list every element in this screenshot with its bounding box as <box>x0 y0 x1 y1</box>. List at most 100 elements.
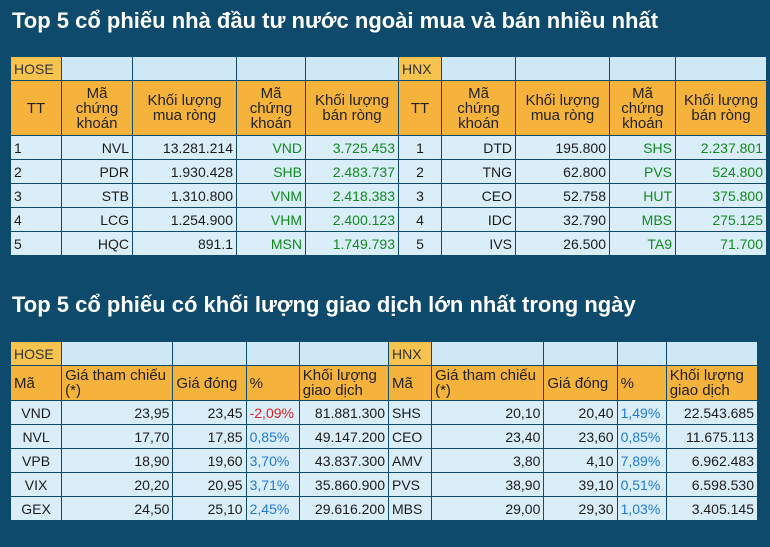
ref-price-cell: 23,40 <box>432 425 544 448</box>
ref-price-cell: 23,95 <box>62 401 173 424</box>
sell-code-cell: VND <box>237 136 305 159</box>
close-price-cell: 20,40 <box>544 401 617 424</box>
code-cell: MBS <box>388 497 432 520</box>
header-buy-vol: Khối lượng mua ròng <box>133 81 236 135</box>
rank-cell: 3 <box>399 184 441 207</box>
rank-cell: 1 <box>11 136 61 159</box>
buy-volume-cell: 1.254.900 <box>133 208 236 231</box>
sell-code-cell: PVS <box>610 160 675 183</box>
sell-volume-cell: 3.725.453 <box>306 136 398 159</box>
foreign-trading-table: HOSE HNX TT Mã chứng khoán Khối lượng mu… <box>10 56 767 256</box>
change-pct-cell: 0,85% <box>246 425 299 448</box>
header-buy-code: Mã chứng khoán <box>62 81 132 135</box>
header-sell-vol: Khối lượng bán ròng <box>676 81 766 135</box>
buy-code-cell: IDC <box>442 208 515 231</box>
table-row: VIX 20,20 20,95 3,71% 35.860.900 PVS 38,90 39,1… <box>11 473 757 496</box>
volume-cell: 43.837.300 <box>299 449 388 472</box>
volume-cell: 35.860.900 <box>299 473 388 496</box>
buy-code-cell: CEO <box>442 184 515 207</box>
code-cell: CEO <box>388 425 432 448</box>
change-pct-cell: 3,71% <box>246 473 299 496</box>
header-sell-code: Mã chứng khoán <box>610 81 675 135</box>
header-ref: Giá tham chiếu (*) <box>432 366 544 400</box>
ref-price-cell: 17,70 <box>62 425 173 448</box>
header-buy-vol: Khối lượng mua ròng <box>516 81 609 135</box>
buy-volume-cell: 26.500 <box>516 232 609 255</box>
hnx-label: HNX <box>399 57 441 80</box>
rank-cell: 2 <box>11 160 61 183</box>
code-cell: AMV <box>388 449 432 472</box>
table-row: NVL 17,70 17,85 0,85% 49.147.200 CEO 23,40 23,6… <box>11 425 757 448</box>
buy-volume-cell: 62.800 <box>516 160 609 183</box>
sell-volume-cell: 524.800 <box>676 160 766 183</box>
buy-code-cell: NVL <box>62 136 132 159</box>
ref-price-cell: 20,10 <box>432 401 544 424</box>
change-pct-cell: 1,49% <box>617 401 666 424</box>
code-cell: GEX <box>11 497 62 520</box>
ref-price-cell: 38,90 <box>432 473 544 496</box>
close-price-cell: 19,60 <box>173 449 246 472</box>
header-close: Giá đóng <box>544 366 617 400</box>
buy-volume-cell: 32.790 <box>516 208 609 231</box>
sell-code-cell: SHB <box>237 160 305 183</box>
table-row: 4 LCG 1.254.900 VHM 2.400.123 4 IDC 32.790 MBS 27… <box>11 208 766 231</box>
sell-code-cell: MBS <box>610 208 675 231</box>
ref-price-cell: 29,00 <box>432 497 544 520</box>
buy-volume-cell: 52.758 <box>516 184 609 207</box>
change-pct-cell: 0,51% <box>617 473 666 496</box>
close-price-cell: 17,85 <box>173 425 246 448</box>
sell-code-cell: VNM <box>237 184 305 207</box>
sell-code-cell: TA9 <box>610 232 675 255</box>
buy-code-cell: STB <box>62 184 132 207</box>
header-pct: % <box>246 366 299 400</box>
ref-price-cell: 24,50 <box>62 497 173 520</box>
volume-table: HOSE HNX Mã Giá tham chiếu (*) Giá đóng … <box>10 341 758 521</box>
table-row: 1 NVL 13.281.214 VND 3.725.453 1 DTD 195.800 SHS… <box>11 136 766 159</box>
foreign-trading-title: Top 5 cổ phiếu nhà đầu tư nước ngoài mua… <box>12 8 659 33</box>
sell-volume-cell: 275.125 <box>676 208 766 231</box>
change-pct-cell: 3,70% <box>246 449 299 472</box>
header-close: Giá đóng <box>173 366 246 400</box>
sell-code-cell: SHS <box>610 136 675 159</box>
header-buy-code: Mã chứng khoán <box>442 81 515 135</box>
code-cell: VND <box>11 401 62 424</box>
header-tt: TT <box>11 81 61 135</box>
sell-volume-cell: 71.700 <box>676 232 766 255</box>
rank-cell: 1 <box>399 136 441 159</box>
sell-volume-cell: 2.418.383 <box>306 184 398 207</box>
hose-label: HOSE <box>11 342 62 365</box>
sell-volume-cell: 1.749.793 <box>306 232 398 255</box>
ref-price-cell: 18,90 <box>62 449 173 472</box>
buy-code-cell: TNG <box>442 160 515 183</box>
close-price-cell: 29,30 <box>544 497 617 520</box>
change-pct-cell: -2,09% <box>246 401 299 424</box>
table-row: 2 PDR 1.930.428 SHB 2.483.737 2 TNG 62.800 PVS 52… <box>11 160 766 183</box>
buy-code-cell: LCG <box>62 208 132 231</box>
volume-cell: 29.616.200 <box>299 497 388 520</box>
table-row: GEX 24,50 25,10 2,45% 29.616.200 MBS 29,00 29,3… <box>11 497 757 520</box>
code-cell: VIX <box>11 473 62 496</box>
volume-cell: 3.405.145 <box>666 497 757 520</box>
header-sell-vol: Khối lượng bán ròng <box>306 81 398 135</box>
header-code: Mã <box>388 366 432 400</box>
header-vol: Khối lượng giao dịch <box>299 366 388 400</box>
table-row: VND 23,95 23,45 -2,09% 81.881.300 SHS 20,10 20,… <box>11 401 757 424</box>
buy-volume-cell: 195.800 <box>516 136 609 159</box>
hnx-label: HNX <box>388 342 432 365</box>
hose-label: HOSE <box>11 57 61 80</box>
header-vol: Khối lượng giao dịch <box>666 366 757 400</box>
volume-cell: 49.147.200 <box>299 425 388 448</box>
sell-volume-cell: 2.400.123 <box>306 208 398 231</box>
sell-code-cell: VHM <box>237 208 305 231</box>
buy-volume-cell: 13.281.214 <box>133 136 236 159</box>
table-header: TT Mã chứng khoán Khối lượng mua ròng Mã… <box>11 81 766 135</box>
table-row: VPB 18,90 19,60 3,70% 43.837.300 AMV 3,80 4,10 7… <box>11 449 757 472</box>
header-pct: % <box>617 366 666 400</box>
ref-price-cell: 3,80 <box>432 449 544 472</box>
rank-cell: 3 <box>11 184 61 207</box>
close-price-cell: 39,10 <box>544 473 617 496</box>
change-pct-cell: 1,03% <box>617 497 666 520</box>
code-cell: PVS <box>388 473 432 496</box>
code-cell: SHS <box>388 401 432 424</box>
close-price-cell: 20,95 <box>173 473 246 496</box>
